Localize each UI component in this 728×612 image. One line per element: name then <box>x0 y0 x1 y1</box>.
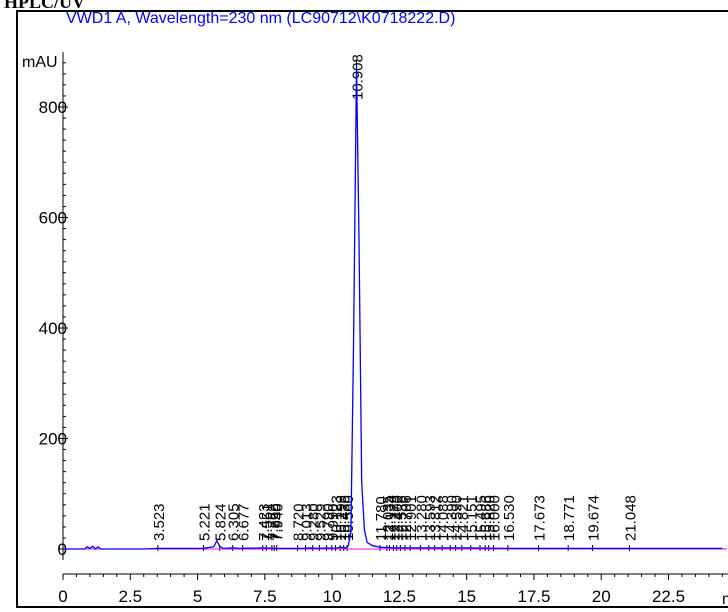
peak-label: 15.820 <box>482 495 499 541</box>
peak-label: 13.280 <box>413 495 430 541</box>
peak-label: 7.551 <box>259 503 276 541</box>
x-tick-label: 2.5 <box>118 587 142 606</box>
peak-label: 6.677 <box>236 503 253 541</box>
peak-label: 9.280 <box>306 503 323 541</box>
peak-label: 14.088 <box>435 495 452 541</box>
peak-label: 7.762 <box>265 503 282 541</box>
peak-label: 12.279 <box>386 495 403 541</box>
peak-label: 12.536 <box>393 495 410 541</box>
peak-label: 8.720 <box>291 503 308 541</box>
peak-label: 7.423 <box>256 503 273 541</box>
signal-line <box>63 65 723 550</box>
peak-label: 12.134 <box>383 495 400 541</box>
peak-label: 9.790 <box>319 503 336 541</box>
chart-frame <box>16 10 728 608</box>
peak-label: 13.812 <box>428 495 445 541</box>
x-tick-label: 22.5 <box>652 587 685 606</box>
peak-label: 13.593 <box>422 495 439 541</box>
peak-label: 9.990 <box>325 503 342 541</box>
x-tick-label: 20 <box>592 587 611 606</box>
peak-label: 14.821 <box>455 495 472 541</box>
peak-label: 9.529 <box>312 503 329 541</box>
x-tick-label: 5 <box>193 587 202 606</box>
peak-label: 14.590 <box>449 495 466 541</box>
peak-label: 19.674 <box>585 495 602 541</box>
y-tick-label: 600 <box>39 209 67 228</box>
peak-label: 15.151 <box>464 495 481 541</box>
peak-label: 10.299 <box>333 495 350 541</box>
x-tick-label: 17.5 <box>517 587 550 606</box>
y-axis-label: mAU <box>22 54 58 71</box>
y-tick-label: 0 <box>58 540 67 559</box>
y-tick-label: 400 <box>39 319 67 338</box>
axis-ticks: 0 200 400 600 800 0 2.5 5 7.5 10 12.5 15 17.5 20 22.5 <box>39 62 723 606</box>
peak-label: 12.035 <box>380 495 397 541</box>
x-tick-label: 0 <box>58 587 67 606</box>
x-tick-label: 7.5 <box>253 587 277 606</box>
y-tick-label: 800 <box>39 98 67 117</box>
peak-label: 3.523 <box>151 503 168 541</box>
peak-label: 7.850 <box>267 503 284 541</box>
peak-label: 12.400 <box>390 495 407 541</box>
peak-label: 16.530 <box>501 495 518 541</box>
peak-label: 15.495 <box>473 495 490 541</box>
y-tick-label: 200 <box>39 430 67 449</box>
x-tick-label: 12.5 <box>383 587 416 606</box>
peak-label: 10.123 <box>328 495 345 541</box>
peak-label: 12.706 <box>398 495 415 541</box>
chart-title: VWD1 A, Wavelength=230 nm (LC90712\K0718… <box>66 10 456 27</box>
peak-label: 21.048 <box>622 495 639 541</box>
peak-label: 12.901 <box>403 495 420 541</box>
peak-label: 18.771 <box>561 495 578 541</box>
peak-label: 17.673 <box>532 495 549 541</box>
peak-label: 5.824 <box>213 503 230 541</box>
peak-label: 11.780 <box>373 496 390 541</box>
peak-label: 10.430 <box>337 495 354 541</box>
peak-label: 7.940 <box>270 503 287 541</box>
peak-label: 16.000 <box>487 495 504 541</box>
peak-label: 10.908 <box>350 54 367 100</box>
peak-label: 10.560 <box>340 495 357 541</box>
peak-label: 9.013 <box>299 503 316 541</box>
peak-label: 6.305 <box>226 503 243 541</box>
peak-label: 14.390 <box>443 495 460 541</box>
peak-label: 15.686 <box>478 495 495 541</box>
x-tick-label: 15 <box>457 587 476 606</box>
signal-series <box>63 65 727 550</box>
page-title: HPLC/UV <box>4 0 85 12</box>
peak-label: 5.221 <box>197 503 214 541</box>
x-axis-label: min <box>722 591 728 608</box>
x-tick-label: 10 <box>323 587 342 606</box>
